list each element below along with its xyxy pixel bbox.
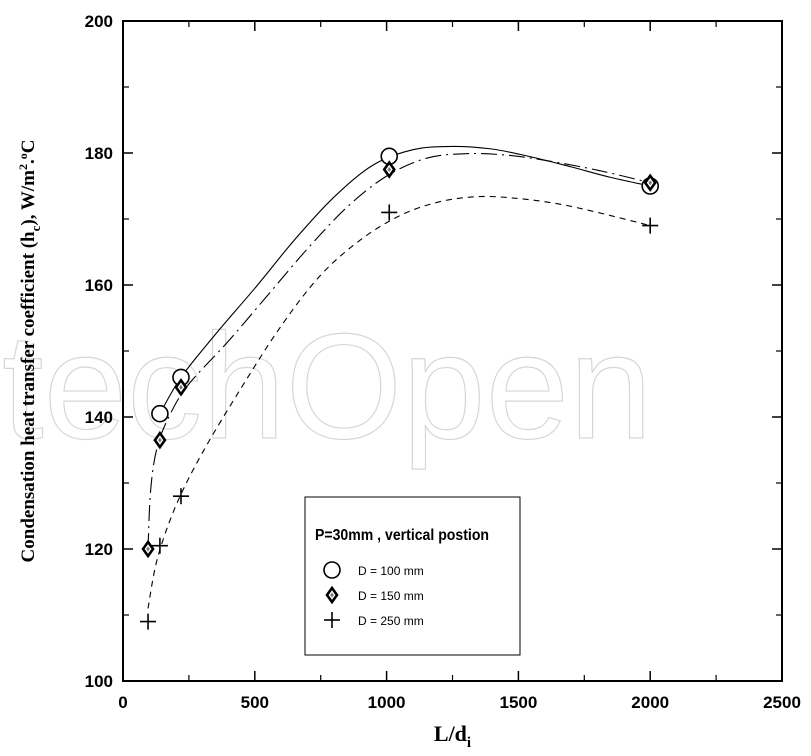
y-axis-title-unit-c: C [18,140,39,154]
y-axis-title-sup-2: 2 [16,164,30,170]
y-tick-label: 160 [85,276,113,295]
legend-box [304,496,521,656]
x-tick-label: 2000 [631,693,669,712]
data-point-series-2 [174,378,188,397]
y-axis-title-part-1: Condensation heat transfer coefficient (… [18,231,39,562]
data-point-series-3 [172,488,189,505]
x-axis-title-sub: i [467,735,471,751]
fit-curve-series-2 [147,152,651,550]
legend-label-series-3: D = 250 mm [358,614,424,628]
data-point-series-3 [642,217,659,234]
x-axis-title: L/di [434,721,471,751]
legend-title: P=30mm , vertical postion [315,526,489,544]
x-tick-label: 2500 [763,693,801,712]
legend-marker-series-1 [323,561,341,579]
x-tick-label: 1500 [499,693,537,712]
data-point-series-3 [140,613,157,630]
y-axis-title: Condensation heat transfer coefficient (… [16,140,43,563]
y-tick-label: 120 [85,540,113,559]
y-tick-label: 140 [85,408,113,427]
watermark: techOpen [1,301,653,470]
x-axis-title-main: L/d [434,721,467,746]
legend-label-series-1: D = 100 mm [358,564,424,578]
watermark-text: techOpen [2,302,652,470]
fit-curve-series-3 [147,195,651,609]
y-axis-title-sub: c [28,225,43,231]
legend: P=30mm , vertical postion D = 100 mmD = … [304,496,521,656]
y-axis-title-part-2: ), W/m [18,170,39,226]
legend-marker-series-3 [324,612,340,628]
axis-ticks [122,20,783,682]
x-tick-label: 1000 [368,693,406,712]
axis-tick-labels: 0 500 1000 1500 2000 2500 100 120 140 160 180 200 [85,12,801,712]
data-point-series-2 [643,173,657,192]
data-point-series-2 [141,539,155,559]
y-tick-label: 180 [85,144,113,163]
y-tick-label: 100 [85,672,113,691]
legend-items: D = 100 mm D = 150 mm D = 250 mm [323,561,424,628]
y-axis-title-dot: . [18,159,39,164]
x-tick-label: 500 [241,693,269,712]
data-point-series-2 [382,160,396,179]
data-markers [140,147,660,630]
data-point-series-3 [381,204,398,221]
x-tick-label: 0 [118,693,127,712]
legend-marker-series-2 [325,585,339,605]
data-point-series-3 [151,537,168,554]
data-point-series-2 [153,430,167,450]
legend-label-series-2: D = 150 mm [358,589,424,603]
y-tick-label: 200 [85,12,113,31]
data-point-series-1 [151,404,169,423]
y-axis-title-sup-o: o [16,153,30,159]
